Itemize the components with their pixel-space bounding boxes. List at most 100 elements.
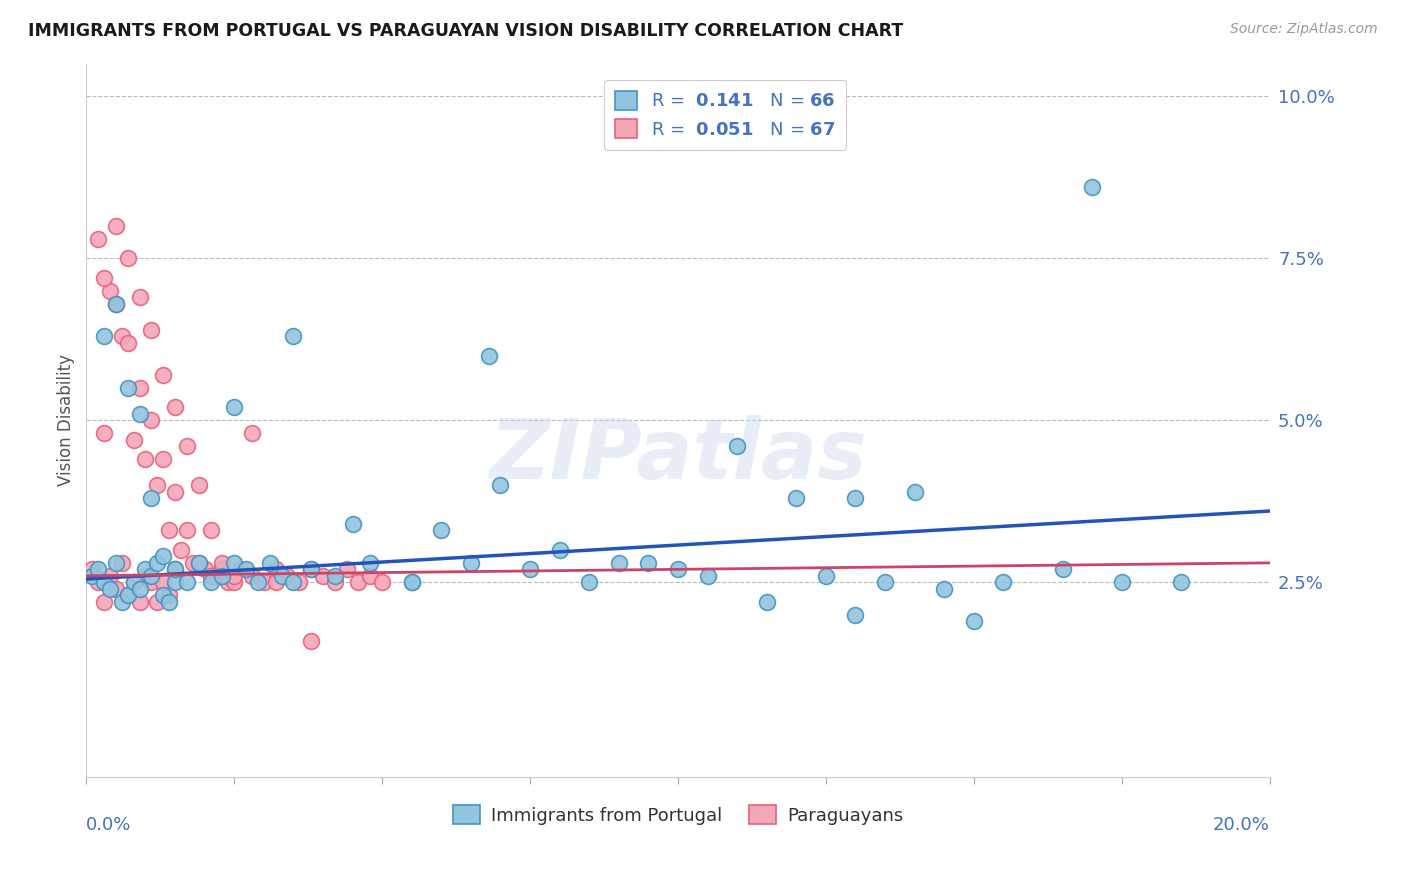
Point (104, 556, 127, 570)
Point (157, 588, 180, 602)
Point (323, 569, 346, 583)
Point (146, 478, 169, 492)
Point (176, 439, 198, 453)
Point (1081, 180, 1104, 194)
Point (283, 329, 305, 343)
Point (128, 595, 150, 609)
Point (755, 595, 778, 609)
Point (934, 582, 956, 596)
Point (93, 270, 115, 285)
Point (211, 556, 233, 570)
Point (104, 582, 127, 596)
Point (359, 556, 381, 570)
Point (200, 569, 222, 583)
Point (993, 575, 1015, 590)
Point (163, 484, 186, 499)
Point (342, 516, 364, 531)
Point (187, 478, 209, 492)
Point (607, 556, 630, 570)
Point (235, 562, 257, 576)
Point (117, 588, 139, 602)
Point (264, 562, 287, 576)
Point (211, 569, 233, 583)
Text: 0.0%: 0.0% (86, 816, 132, 834)
Point (187, 556, 209, 570)
Point (152, 368, 174, 382)
Point (1111, 575, 1133, 590)
Point (963, 614, 986, 628)
Point (104, 219, 127, 233)
Point (224, 575, 246, 590)
Point (224, 556, 246, 570)
Point (205, 569, 228, 583)
Point (217, 575, 239, 590)
Point (666, 562, 689, 576)
Point (323, 575, 346, 590)
Point (336, 562, 359, 576)
Point (163, 401, 186, 415)
Point (117, 588, 139, 602)
Point (152, 588, 174, 602)
Point (87, 575, 110, 590)
Point (122, 575, 145, 590)
Point (117, 335, 139, 350)
Point (637, 556, 659, 570)
Point (141, 413, 163, 427)
Point (93, 575, 115, 590)
Point (146, 595, 169, 609)
Point (163, 575, 186, 590)
Text: IMMIGRANTS FROM PORTUGAL VS PARAGUAYAN VISION DISABILITY CORRELATION CHART: IMMIGRANTS FROM PORTUGAL VS PARAGUAYAN V… (28, 22, 904, 40)
Point (98, 569, 121, 583)
Point (87, 562, 110, 576)
Point (270, 569, 292, 583)
Point (122, 575, 145, 590)
Point (814, 569, 837, 583)
Text: 20.0%: 20.0% (1213, 816, 1270, 834)
Point (111, 556, 134, 570)
Point (146, 556, 169, 570)
Point (111, 595, 134, 609)
Point (211, 562, 233, 576)
Point (122, 433, 145, 447)
Point (240, 426, 263, 441)
Point (401, 575, 423, 590)
Point (519, 562, 541, 576)
Point (371, 575, 394, 590)
Point (489, 478, 512, 492)
Point (134, 562, 156, 576)
Point (299, 562, 322, 576)
Point (111, 329, 134, 343)
Point (844, 491, 866, 505)
Point (259, 556, 281, 570)
Point (93, 329, 115, 343)
Point (725, 439, 748, 453)
Point (1052, 562, 1074, 576)
Point (1170, 575, 1192, 590)
Point (264, 575, 287, 590)
Point (246, 575, 269, 590)
Point (224, 569, 246, 583)
Point (163, 562, 186, 576)
Point (200, 575, 222, 590)
Point (276, 569, 298, 583)
Point (134, 569, 156, 583)
Point (904, 484, 927, 499)
Point (240, 569, 263, 583)
Point (194, 562, 217, 576)
Text: ZIPatlas: ZIPatlas (489, 416, 868, 497)
Point (844, 607, 866, 622)
Point (176, 524, 198, 538)
Point (548, 542, 571, 557)
Point (288, 575, 311, 590)
Point (696, 569, 718, 583)
Point (283, 575, 305, 590)
Point (93, 595, 115, 609)
Point (141, 323, 163, 337)
Point (98, 582, 121, 596)
Point (152, 575, 174, 590)
Point (152, 452, 174, 467)
Text: Source: ZipAtlas.com: Source: ZipAtlas.com (1230, 22, 1378, 37)
Point (117, 381, 139, 395)
Y-axis label: Vision Disability: Vision Disability (58, 354, 75, 486)
Point (312, 569, 335, 583)
